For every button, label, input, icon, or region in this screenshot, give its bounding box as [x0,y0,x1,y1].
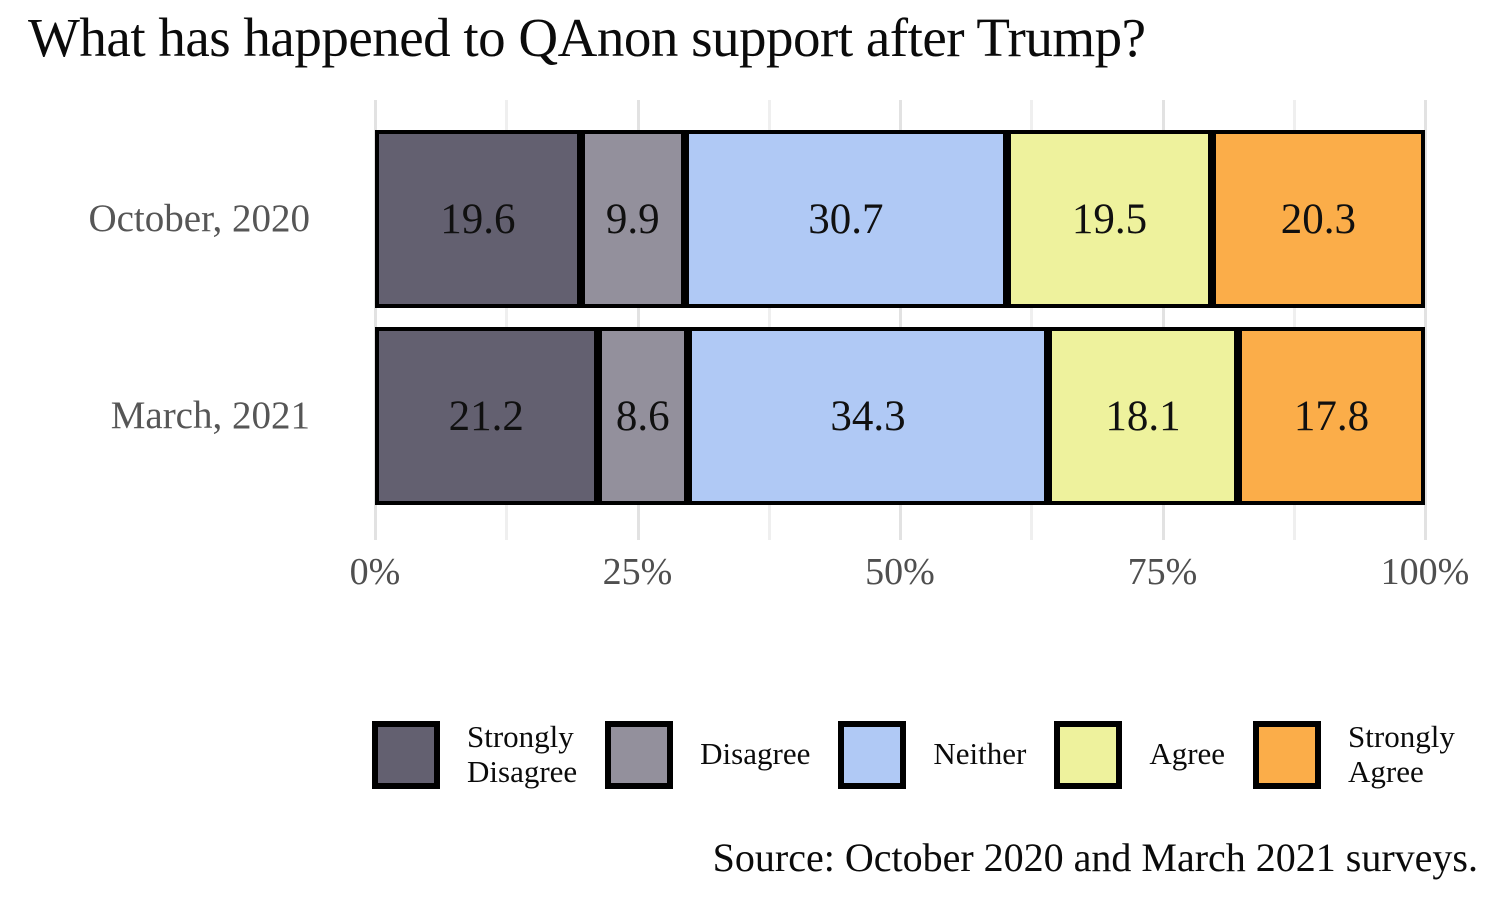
bar-segment: 20.3 [1211,130,1425,308]
source-note: Source: October 2020 and March 2021 surv… [712,835,1478,880]
chart-title: What has happened to QAnon support after… [28,7,1146,68]
x-tick-label: 0% [349,551,401,593]
legend-item: Strongly Disagree [372,719,578,789]
legend-item: Disagree [605,720,811,789]
bar-segment: 9.9 [580,130,685,308]
bar-value-label: 30.7 [808,195,884,243]
bar-segment: 17.8 [1238,327,1425,505]
bar-value-label: 8.6 [615,392,670,440]
legend-label: Strongly Agree [1348,719,1455,789]
bar-row-march-2021: 21.2 8.6 34.3 18.1 17.8 [375,327,1425,505]
gridline-major [374,100,377,540]
legend-swatch [605,720,674,789]
legend-swatch [372,720,440,789]
gridline-major [636,100,640,540]
x-tick-label: 25% [602,551,673,593]
bar-value-label: 18.1 [1105,392,1181,440]
x-tick-label: 50% [865,551,935,593]
legend-label: Neither [933,736,1027,772]
gridline-minor [767,100,771,540]
legend: Strongly Disagree Disagree Neither Agree Str… [372,719,1455,789]
gridline-major [1161,100,1165,540]
bar-segment: 34.3 [687,327,1049,505]
x-tick-label: 100% [1380,551,1470,593]
gridline-minor [505,100,509,540]
bar-segment: 19.5 [1007,130,1212,308]
bar-value-label: 19.6 [440,195,516,243]
gridline-minor [1030,100,1034,540]
bar-value-label: 20.3 [1280,195,1357,243]
legend-swatch [1054,720,1123,789]
gridline-major [899,100,902,540]
legend-swatch [1253,720,1322,789]
bar-segment: 21.2 [375,327,598,505]
bar-segment: 30.7 [684,130,1008,308]
bar-segment: 19.6 [375,130,581,308]
x-tick-label: 75% [1127,551,1198,593]
bar-segment: 8.6 [597,327,688,505]
bar-row-october-2020: 19.6 9.9 30.7 19.5 20.3 [375,130,1425,308]
legend-label: Agree [1149,736,1226,772]
bar-value-label: 17.8 [1293,392,1370,440]
bar-value-label: 34.3 [830,392,906,440]
legend-swatch [838,720,907,789]
bar-value-label: 9.9 [605,195,660,243]
bar-value-label: 19.5 [1071,195,1148,243]
legend-item: Strongly Agree [1253,719,1455,789]
category-label: March, 2021 [110,394,310,437]
legend-item: Agree [1054,720,1226,789]
bar-segment: 18.1 [1048,327,1239,505]
bar-value-label: 21.2 [448,392,524,440]
category-label: October, 2020 [88,197,310,240]
chart-panel: 19.6 9.9 30.7 19.5 20.3 21.2 8.6 34.3 18.1 17.8 [374,100,1427,540]
gridline-minor [1292,100,1296,540]
legend-item: Neither [838,720,1027,789]
gridline-major [1424,100,1427,540]
legend-label: Strongly Disagree [467,719,578,789]
legend-label: Disagree [700,736,811,772]
